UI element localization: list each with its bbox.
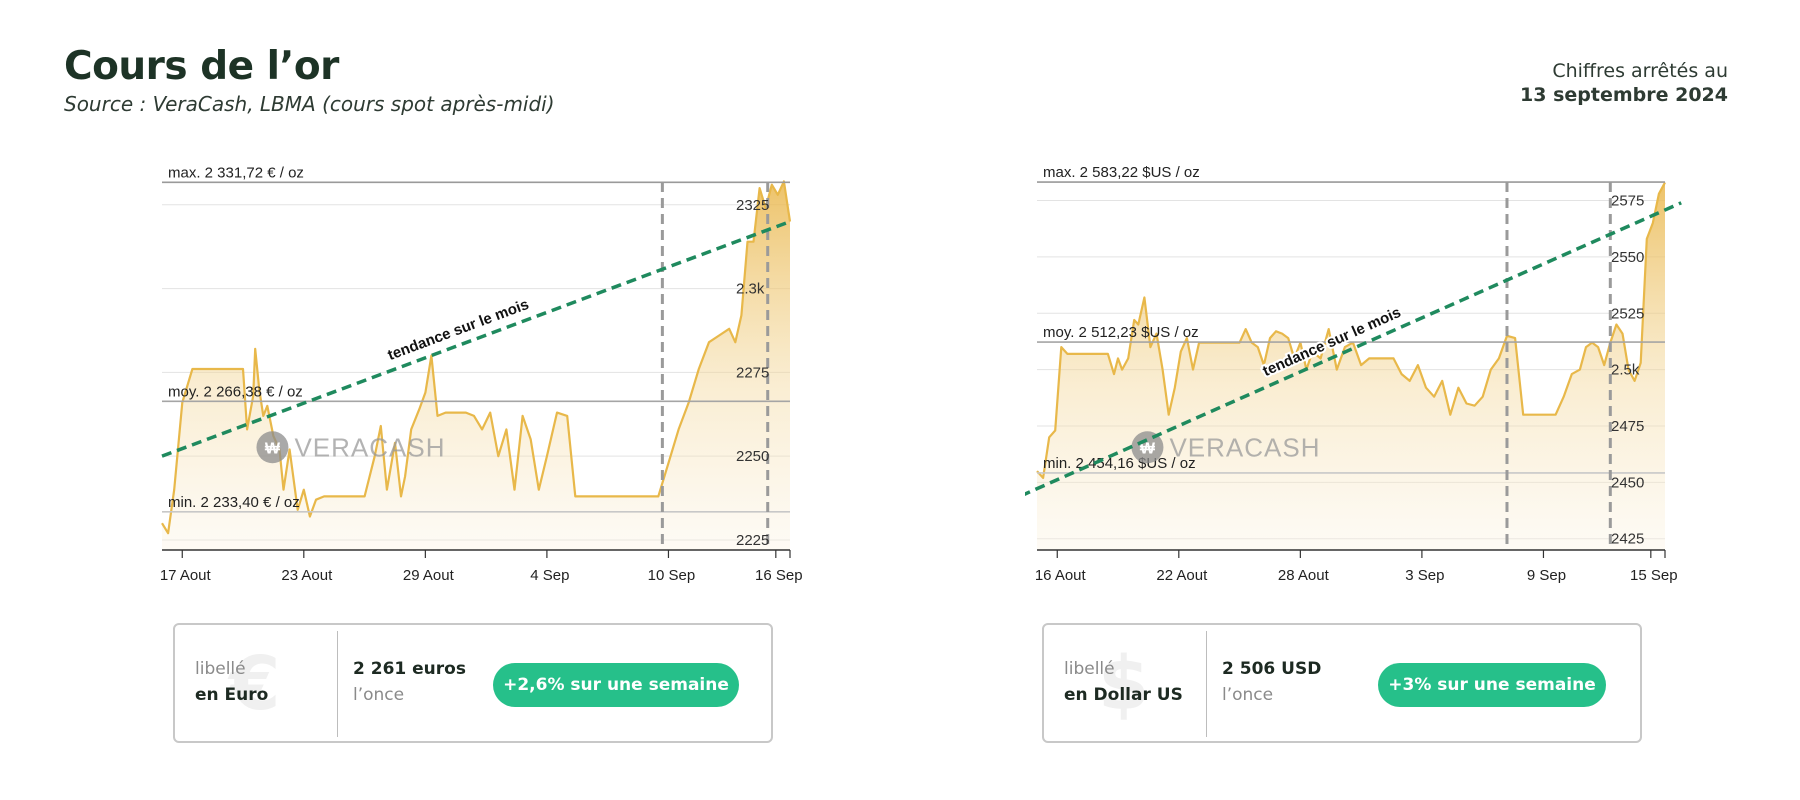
y-tick-label: 2250 bbox=[736, 448, 769, 465]
veracash-logo-glyph: ₩ bbox=[1140, 440, 1156, 457]
as-of-label: Chiffres arrêtés au bbox=[1552, 60, 1728, 82]
avg-label: moy. 2 512,23 $US / oz bbox=[1043, 324, 1199, 341]
veracash-logo-glyph: ₩ bbox=[265, 440, 281, 457]
max-label: max. 2 331,72 € / oz bbox=[168, 164, 304, 181]
y-tick-label: 2475 bbox=[1611, 418, 1644, 435]
price-area bbox=[1037, 182, 1665, 550]
price-line bbox=[1036, 181, 1666, 479]
chart-dollar: max. 2 583,22 $US / oz moy. 2 512,23 $US … bbox=[1025, 164, 1682, 584]
weekly-change-badge: +2,6% sur une semaine bbox=[493, 663, 739, 707]
card-price-block: 2 261 euros l’once bbox=[353, 659, 466, 705]
x-tick-label: 15 Sep bbox=[1630, 567, 1678, 584]
card-label: libellé bbox=[195, 659, 246, 679]
trend-label: tendance sur le mois bbox=[385, 296, 531, 364]
page-subtitle: Source : VeraCash, LBMA (cours spot aprè… bbox=[64, 92, 555, 116]
card-currency-label: en Euro bbox=[195, 685, 269, 705]
chart-euro: max. 2 331,72 € / oz moy. 2 266,38 € / oz… bbox=[160, 164, 803, 584]
x-tick-label: 9 Sep bbox=[1527, 567, 1566, 584]
card-unit: l’once bbox=[353, 685, 405, 705]
watermark-text: VERACASH bbox=[294, 432, 445, 462]
card-price: 2 261 euros bbox=[353, 659, 466, 679]
card-price: 2 506 USD bbox=[1222, 659, 1322, 679]
avg-label: moy. 2 266,38 € / oz bbox=[168, 383, 303, 400]
trend-line bbox=[1025, 201, 1682, 496]
as-of-block: Chiffres arrêtés au 13 septembre 2024 bbox=[1520, 60, 1728, 106]
y-tick-label: 2450 bbox=[1611, 474, 1644, 491]
price-card-euro: € libellé en Euro 2 261 euros l’once +2,… bbox=[173, 623, 773, 743]
page-title: Cours de l’or bbox=[64, 44, 339, 89]
x-tick-label: 10 Sep bbox=[648, 567, 696, 584]
card-divider bbox=[337, 631, 338, 737]
x-tick-label: 4 Sep bbox=[530, 567, 569, 584]
euro-icon: € bbox=[229, 641, 281, 727]
x-tick-label: 29 Aout bbox=[403, 567, 455, 584]
card-unit: l’once bbox=[1222, 685, 1274, 705]
price-card-dollar: $ libellé en Dollar US 2 506 USD l’once … bbox=[1042, 623, 1642, 743]
veracash-logo-icon bbox=[1131, 431, 1164, 464]
dollar-icon: $ bbox=[1098, 641, 1150, 727]
x-tick-label: 22 Aout bbox=[1156, 567, 1208, 584]
y-tick-label: 2325 bbox=[736, 197, 769, 214]
x-tick-label: 23 Aout bbox=[281, 567, 333, 584]
card-price-block: 2 506 USD l’once bbox=[1222, 659, 1321, 705]
veracash-logo-icon bbox=[256, 431, 289, 464]
card-currency-label: en Dollar US bbox=[1064, 685, 1183, 705]
y-tick-label: 2.5k bbox=[1611, 362, 1640, 379]
y-tick-label: 2525 bbox=[1611, 305, 1644, 322]
y-tick-label: 2425 bbox=[1611, 531, 1644, 548]
price-area bbox=[162, 181, 790, 550]
card-label: libellé bbox=[1064, 659, 1115, 679]
min-label: min. 2 233,40 € / oz bbox=[168, 494, 300, 511]
weekly-change-badge: +3% sur une semaine bbox=[1378, 663, 1606, 707]
y-tick-label: 2550 bbox=[1611, 249, 1644, 266]
y-tick-label: 2225 bbox=[736, 532, 769, 549]
x-tick-label: 16 Aout bbox=[1035, 567, 1087, 584]
as-of-date: 13 septembre 2024 bbox=[1520, 84, 1728, 106]
card-currency-block: $ libellé en Dollar US bbox=[1064, 647, 1204, 721]
y-tick-label: 2575 bbox=[1611, 193, 1644, 210]
x-tick-label: 16 Sep bbox=[755, 567, 803, 584]
x-tick-label: 3 Sep bbox=[1405, 567, 1444, 584]
max-label: max. 2 583,22 $US / oz bbox=[1043, 164, 1200, 181]
card-divider bbox=[1206, 631, 1207, 737]
watermark-text: VERACASH bbox=[1169, 432, 1320, 462]
y-tick-label: 2275 bbox=[736, 364, 769, 381]
x-tick-label: 17 Aout bbox=[160, 567, 212, 584]
x-tick-label: 28 Aout bbox=[1278, 567, 1330, 584]
card-currency-block: € libellé en Euro bbox=[195, 647, 335, 721]
price-line bbox=[161, 180, 792, 535]
y-tick-label: 2.3k bbox=[736, 281, 765, 298]
